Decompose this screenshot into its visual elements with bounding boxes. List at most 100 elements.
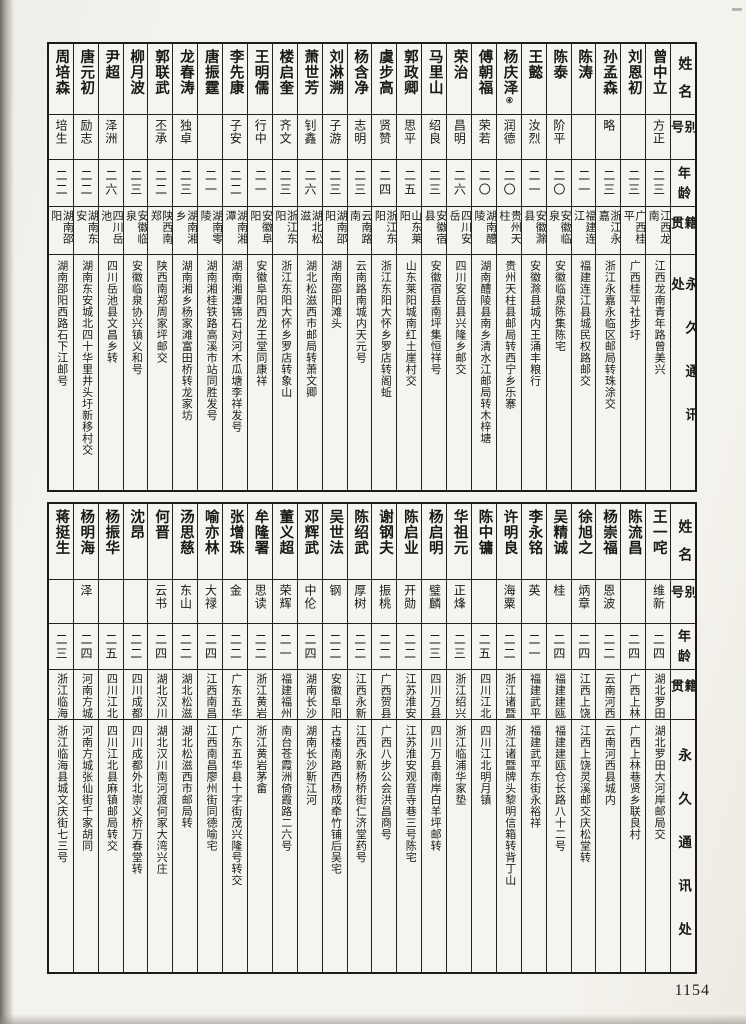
name-cell: 柳月波 xyxy=(123,44,148,115)
alias-cell: 思平 xyxy=(397,115,422,160)
native_place-cell: 陕西南郑 xyxy=(148,207,173,255)
name-cell: 徐旭之 xyxy=(571,504,596,580)
native_place-cell: 浙江诸暨 xyxy=(496,670,521,720)
address-cell: 广西八步公会洪昌商号 xyxy=(379,725,392,840)
name-cell: 荣治 xyxy=(447,44,471,115)
name-cell: 刘恩初 xyxy=(621,44,646,115)
person-column: 牟隆署 思读 二二 浙江黄岩 浙江黄岩茅畲 xyxy=(246,504,272,972)
name-cell: 王懿 xyxy=(521,44,546,115)
address-cell: 福建武平东街永裕祥 xyxy=(528,725,541,829)
person-column: 王一咤 维新 二四 湖北罗田 湖北罗田大河岸邮局交 xyxy=(645,504,671,972)
address-cell: 湖南长沙靳江河 xyxy=(304,725,317,806)
name-cell: 龙春涛 xyxy=(173,44,198,115)
name-cell: 吴精诚 xyxy=(546,504,571,580)
address-cell: 江西永新杨桥街仁济堂药号 xyxy=(354,725,367,863)
age-cell: 二一 xyxy=(247,160,272,207)
age-cell: 二六 xyxy=(98,160,123,207)
alias-cell: 璧麟 xyxy=(422,580,447,624)
native_place-cell: 安徽临泉 xyxy=(546,207,571,255)
age-cell: 二六 xyxy=(447,160,471,207)
name-cell: 邓辉武 xyxy=(297,504,322,580)
age-cell: 二二 xyxy=(322,624,347,670)
native_place-cell: 湖南东安 xyxy=(73,207,98,255)
age-cell: 二二 xyxy=(372,624,397,670)
row-header-address: 永久通讯处 xyxy=(671,277,695,451)
native_place-cell: 江西南昌 xyxy=(198,670,223,720)
person-column: 杨振华 二五 四川江北 四川江北县麻镇邮局转交 xyxy=(97,504,123,972)
address-cell: 湖南邵阳西路石下江邮号 xyxy=(55,260,68,387)
name-cell: 陈涛 xyxy=(571,44,596,115)
age-cell: 二〇 xyxy=(496,160,521,207)
native_place-cell: 四川江北 xyxy=(98,670,123,720)
native_place-cell: 安徽宿县 xyxy=(422,207,447,255)
alias-cell: 行中 xyxy=(247,115,272,160)
person-column: 楼启奎 齐文 二三 浙江东阳 浙江东阳大怀乡罗店转象山 xyxy=(271,44,297,490)
person-column: 吴精诚桂二四 福建建瓯 福建建瓯仓长路八十二号 xyxy=(545,504,571,972)
alias-cell: 绍良 xyxy=(422,115,447,160)
native_place-cell: 福建福州 xyxy=(272,670,297,720)
row-header-alias: 别号 xyxy=(671,115,695,160)
person-column: 杨庆泽 ④ 润德 二〇 贵州天柱 贵州天柱县邮局转西宁乡乐寨 xyxy=(495,44,521,490)
name-cell: 杨庆泽 ④ xyxy=(496,44,521,115)
row-header-column: 姓名 别号 年龄 籍贯 永久通讯处 xyxy=(670,504,695,972)
alias-cell: 正烽 xyxy=(447,580,471,624)
address-cell: 安徽宿县南坪集恒祥号 xyxy=(429,260,442,375)
name-cell: 唐元初 xyxy=(73,44,98,115)
address-cell: 广东五华县十字街茂兴隆号转交 xyxy=(229,725,242,886)
person-column: 李永铭英二一 福建武平 福建武平东街永裕祥 xyxy=(520,504,546,972)
person-column: 徐旭之 炳章 二四 江西上饶 江西上饶灵溪邮交庆松堂转 xyxy=(570,504,596,972)
address-cell: 四川万县南岸白羊坪邮转 xyxy=(429,725,442,852)
person-column: 郭政卿 思平 二五 山东莱阳 山东莱阳城南红土崖村交 xyxy=(396,44,422,490)
person-column: 华祖元 正烽 二三 浙江绍兴 浙江临浦华家垫 xyxy=(446,504,471,972)
address-cell: 四川江北县麻镇邮局转交 xyxy=(105,725,118,852)
address-cell: 广西桂平社步圩 xyxy=(628,260,641,341)
native_place-cell: 广西桂平 xyxy=(621,207,646,255)
address-cell: 福建连江县城民权路邮交 xyxy=(578,260,591,387)
alias-cell: 恩波 xyxy=(596,580,621,624)
alias-cell: 荣若 xyxy=(471,115,496,160)
name-cell: 刘淋溯 xyxy=(322,44,347,115)
alias-cell: 云书 xyxy=(148,580,173,624)
row-header-name: 姓名 xyxy=(671,44,695,115)
address-cell: 四川成都外北崇义桥万春堂转 xyxy=(130,725,143,875)
person-column: 杨含净 志明 二三 云南路南 云南路南城内天元号 xyxy=(346,44,372,490)
address-cell: 贵州天柱县邮局转西宁乡乐寨 xyxy=(503,260,516,410)
address-cell: 浙江临浦华家垫 xyxy=(453,725,466,806)
person-column: 傅朝福 荣若 二〇 湖南醴陵 湖南醴陵县南乡清水江邮局转木梓塘 xyxy=(470,44,496,490)
name-cell: 喻亦林 xyxy=(198,504,223,580)
name-cell: 陈流昌 xyxy=(621,504,646,580)
person-column: 陈流昌 二四 广西上林 广西上林巷贤乡联良村 xyxy=(620,504,646,972)
alias-cell xyxy=(123,115,148,160)
name-cell: 李永铭 xyxy=(521,504,546,580)
scan-edge-bottom xyxy=(0,1014,746,1024)
row-header-native_place: 籍贯 xyxy=(671,207,695,255)
age-cell: 二四 xyxy=(198,624,223,670)
name-cell: 王明儒 xyxy=(247,44,272,115)
native_place-cell: 广东五华 xyxy=(223,670,247,720)
native_place-cell: 江西龙南 xyxy=(646,207,671,255)
native_place-cell: 云南路南 xyxy=(347,207,372,255)
age-cell: 二二 xyxy=(223,160,247,207)
name-cell: 陈泰 xyxy=(546,44,571,115)
age-cell: 二三 xyxy=(123,160,148,207)
address-cell: 江西龙南青年路曾美兴 xyxy=(653,260,666,375)
person-column: 董义超 荣辉 二一 福建福州 南台苍霞洲倚霞路二六号 xyxy=(271,504,297,972)
address-cell: 河南方城张仙街千家胡同 xyxy=(80,725,93,852)
person-column: 陈泰 阶平 二〇 安徽临泉 安徽临泉陈集陈宅 xyxy=(545,44,571,490)
person-column: 唐振霆 二一 湖南零陵 湖南湘桂铁路高溪市站同胜发号 xyxy=(197,44,223,490)
address-cell: 浙江东阳大怀乡罗店转象山 xyxy=(279,260,292,398)
person-column: 邓辉武 中伦 二四 湖南长沙 湖南长沙靳江河 xyxy=(296,504,322,972)
age-cell: 二一 xyxy=(272,624,297,670)
name-cell: 杨崇福 xyxy=(596,504,621,580)
name-cell: 汤思慈 xyxy=(173,504,198,580)
page-number: 1154 xyxy=(674,982,710,999)
person-column: 曾中立 方正 二三 江西龙南 江西龙南青年路曾美兴 xyxy=(645,44,671,490)
person-column: 孙孟森略二三 浙江永嘉 浙江永嘉永临区邮局转珠涂交 xyxy=(595,44,621,490)
alias-cell: 贤赞 xyxy=(372,115,397,160)
native_place-cell: 湖北汉川 xyxy=(148,670,173,720)
age-cell: 二三 xyxy=(621,160,646,207)
alias-cell xyxy=(621,115,646,160)
address-cell: 安徽临泉协兴镇义和号 xyxy=(130,260,143,375)
name-cell: 沈昂 xyxy=(123,504,148,580)
